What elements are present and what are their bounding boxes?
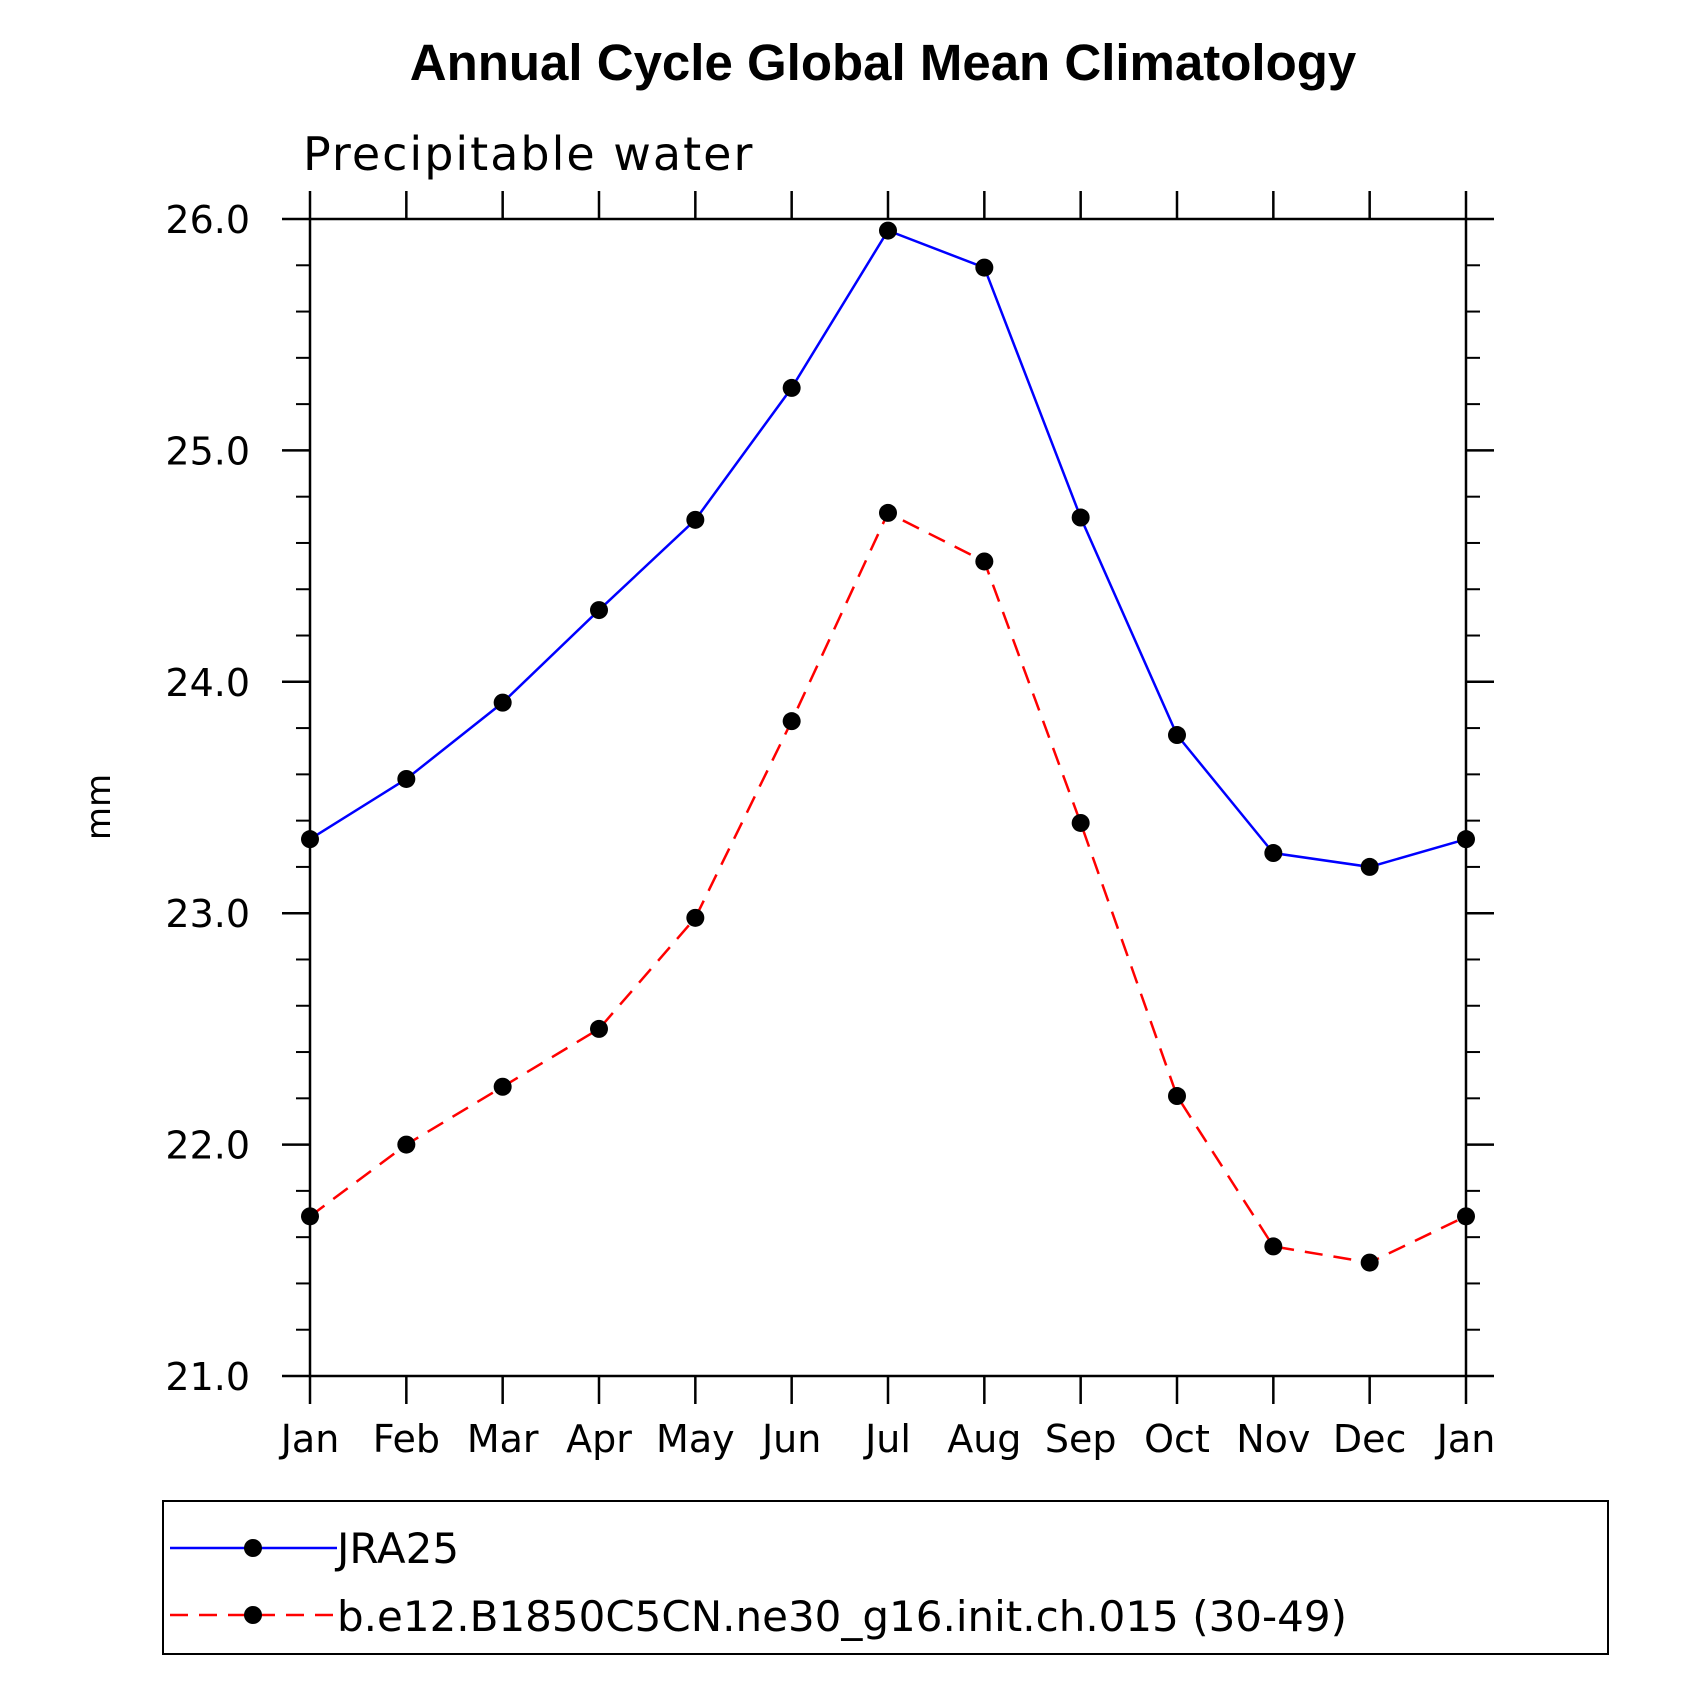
x-tick-label: Jun bbox=[760, 1417, 821, 1461]
legend: JRA25 b.e12.B1850C5CN.ne30_g16.init.ch.0… bbox=[162, 1500, 1609, 1655]
y-tick-label: 25.0 bbox=[165, 429, 250, 473]
data-point bbox=[1360, 857, 1379, 876]
data-point bbox=[782, 378, 801, 397]
y-tick-label: 22.0 bbox=[165, 1124, 250, 1168]
data-point bbox=[1168, 726, 1186, 745]
series-line-0 bbox=[309, 229, 1467, 869]
data-point bbox=[590, 1019, 608, 1038]
series-markers bbox=[301, 221, 1475, 1272]
legend-box bbox=[162, 1500, 1609, 1655]
x-tick-label: Jan bbox=[279, 1417, 340, 1461]
y-tick-label: 23.0 bbox=[165, 892, 250, 936]
legend-swatch-marker bbox=[244, 1539, 262, 1557]
x-tick-label: Jan bbox=[1435, 1417, 1496, 1461]
data-point bbox=[1071, 813, 1090, 832]
x-tick-label: Aug bbox=[947, 1417, 1021, 1461]
y-axis-label: mm bbox=[79, 774, 119, 840]
plot-frame bbox=[308, 217, 1468, 1378]
x-tick-label: Feb bbox=[373, 1417, 440, 1461]
x-tick-label: Mar bbox=[467, 1417, 539, 1461]
x-tick-label: May bbox=[656, 1417, 735, 1461]
data-point bbox=[1168, 1087, 1186, 1106]
y-tick-label: 26.0 bbox=[165, 198, 250, 242]
chart-title: Annual Cycle Global Mean Climatology bbox=[410, 34, 1357, 91]
data-point bbox=[1457, 830, 1475, 849]
x-tick-label: Apr bbox=[566, 1417, 632, 1461]
data-point bbox=[1457, 1207, 1475, 1226]
data-point bbox=[301, 1207, 319, 1226]
legend-label: b.e12.B1850C5CN.ne30_g16.init.ch.015 (30… bbox=[337, 1592, 1347, 1641]
data-point bbox=[975, 258, 994, 277]
x-tick-label: Jul bbox=[863, 1417, 911, 1461]
axes: Jan Feb Mar Apr May Jun Jul Aug Sep Oct Nov Dec Jan 2… bbox=[165, 191, 1495, 1461]
data-point bbox=[686, 908, 705, 927]
data-point bbox=[493, 1077, 512, 1096]
data-point bbox=[686, 510, 705, 529]
data-point bbox=[1360, 1253, 1379, 1272]
data-point bbox=[397, 769, 416, 788]
x-tick-label: Dec bbox=[1333, 1417, 1407, 1461]
y-tick-label: 21.0 bbox=[165, 1355, 250, 1399]
legend-swatch-marker bbox=[244, 1606, 262, 1624]
y-tick-label: 24.0 bbox=[165, 661, 250, 705]
x-tick-label: Oct bbox=[1144, 1417, 1210, 1461]
data-point bbox=[397, 1135, 416, 1154]
legend-label: JRA25 bbox=[334, 1524, 459, 1573]
chart-subtitle: Precipitable water bbox=[303, 127, 754, 181]
data-point bbox=[1071, 508, 1090, 527]
data-point bbox=[301, 830, 319, 849]
x-tick-label: Sep bbox=[1045, 1417, 1117, 1461]
data-point bbox=[1264, 1237, 1283, 1256]
x-tick-label: Nov bbox=[1236, 1417, 1310, 1461]
data-point bbox=[975, 552, 994, 571]
data-point bbox=[1264, 844, 1283, 863]
series-line-1 bbox=[309, 511, 1467, 1264]
data-point bbox=[879, 221, 897, 240]
data-point bbox=[590, 601, 608, 620]
data-point bbox=[493, 693, 512, 712]
data-point bbox=[879, 503, 897, 522]
data-point bbox=[782, 712, 801, 731]
series-lines bbox=[309, 229, 1467, 1264]
